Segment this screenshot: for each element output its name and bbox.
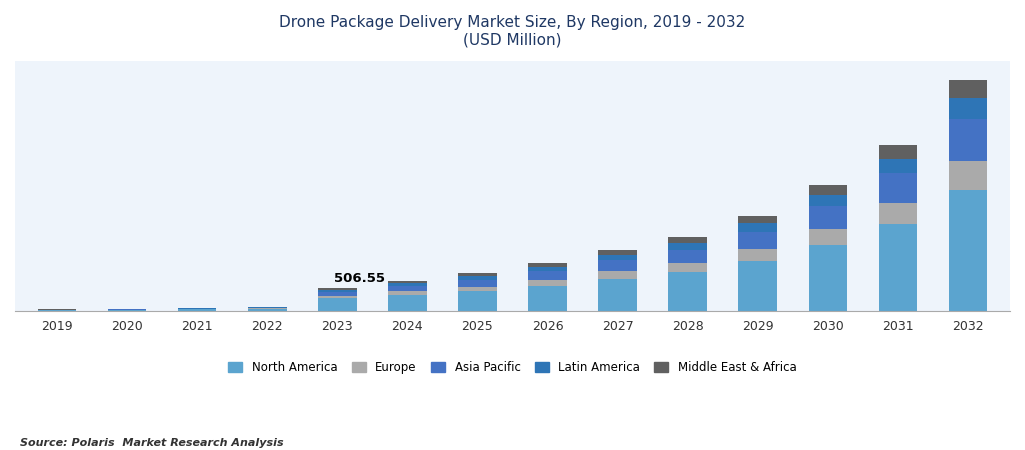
- Bar: [528, 286, 567, 310]
- Bar: [668, 272, 707, 310]
- Bar: [668, 263, 707, 272]
- Legend: North America, Europe, Asia Pacific, Latin America, Middle East & Africa: North America, Europe, Asia Pacific, Lat…: [223, 356, 802, 379]
- Bar: [738, 249, 777, 261]
- Bar: [388, 283, 426, 286]
- Bar: [388, 280, 426, 283]
- Bar: [599, 271, 637, 279]
- Bar: [878, 203, 917, 224]
- Bar: [248, 309, 287, 310]
- Bar: [318, 298, 357, 310]
- Bar: [528, 280, 567, 286]
- Bar: [458, 287, 497, 291]
- Bar: [599, 260, 637, 271]
- Bar: [809, 245, 847, 310]
- Bar: [248, 308, 287, 309]
- Bar: [458, 291, 497, 310]
- Bar: [878, 173, 917, 203]
- Bar: [528, 263, 567, 267]
- Bar: [949, 99, 987, 119]
- Bar: [738, 261, 777, 310]
- Bar: [599, 279, 637, 310]
- Bar: [668, 249, 707, 263]
- Bar: [809, 185, 847, 195]
- Bar: [809, 195, 847, 206]
- Bar: [318, 296, 357, 298]
- Bar: [599, 255, 637, 260]
- Bar: [318, 292, 357, 296]
- Bar: [878, 158, 917, 173]
- Bar: [318, 289, 357, 292]
- Bar: [949, 161, 987, 190]
- Bar: [738, 232, 777, 249]
- Bar: [949, 119, 987, 161]
- Bar: [388, 286, 426, 291]
- Bar: [388, 295, 426, 310]
- Bar: [668, 243, 707, 249]
- Bar: [878, 224, 917, 310]
- Bar: [458, 273, 497, 276]
- Bar: [458, 276, 497, 279]
- Text: 506.55: 506.55: [334, 272, 384, 285]
- Bar: [809, 206, 847, 229]
- Bar: [668, 237, 707, 243]
- Bar: [318, 288, 357, 289]
- Bar: [809, 229, 847, 245]
- Title: Drone Package Delivery Market Size, By Region, 2019 - 2032
(USD Million): Drone Package Delivery Market Size, By R…: [280, 15, 745, 47]
- Bar: [878, 145, 917, 158]
- Bar: [738, 216, 777, 223]
- Bar: [599, 250, 637, 255]
- Bar: [458, 279, 497, 287]
- Bar: [949, 80, 987, 99]
- Bar: [738, 223, 777, 232]
- Text: Source: Polaris  Market Research Analysis: Source: Polaris Market Research Analysis: [20, 437, 284, 447]
- Bar: [528, 271, 567, 280]
- Bar: [528, 267, 567, 271]
- Bar: [388, 291, 426, 295]
- Bar: [949, 190, 987, 310]
